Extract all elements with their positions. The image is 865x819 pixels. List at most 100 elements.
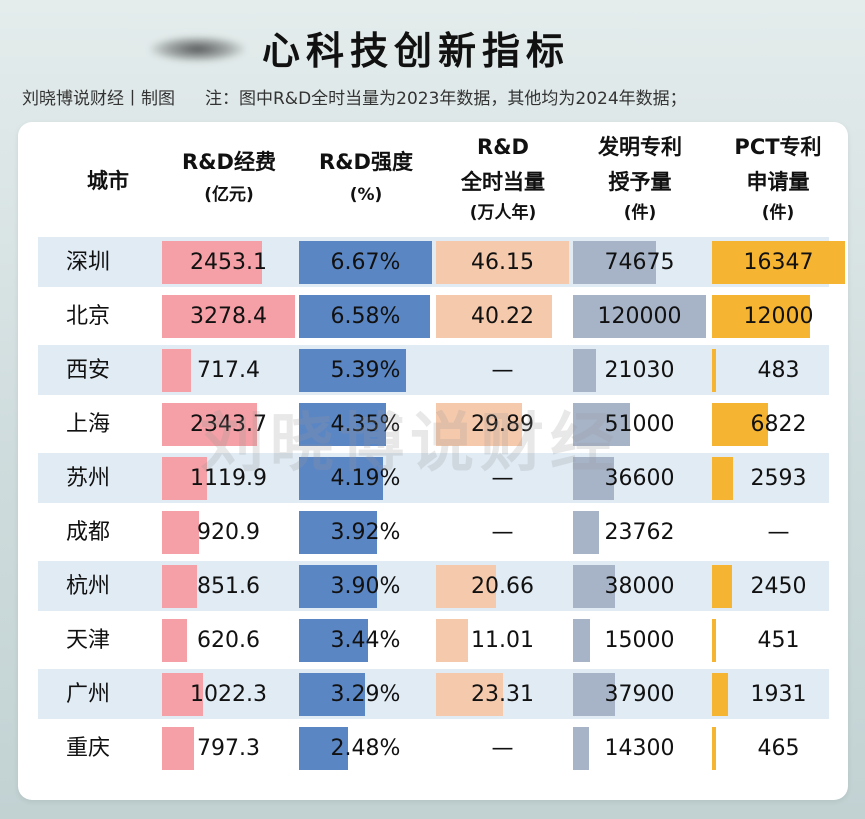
table-row: 广州 1022.3 3.29% 23.31 37900 1931 <box>38 669 829 719</box>
pct-bar <box>712 403 768 446</box>
fte-value: 23.31 <box>471 682 534 707</box>
fte-value: — <box>491 520 514 545</box>
header-col-3-line-2: (万人年) <box>469 203 537 223</box>
rd_intensity-bar <box>299 241 432 284</box>
rd_intensity-cell: 6.58% <box>299 295 432 338</box>
rd_funding-cell: 851.6 <box>162 565 295 608</box>
pct-value: 2593 <box>750 466 807 491</box>
patents-bar <box>573 295 706 338</box>
rd_funding-bar <box>162 727 195 770</box>
pct-bar <box>712 241 845 284</box>
fte-cell: 23.31 <box>436 673 569 716</box>
rd_funding-bar <box>162 619 188 662</box>
fte-cell: 40.22 <box>436 295 569 338</box>
rd_intensity-cell: 3.29% <box>299 673 432 716</box>
blurred-title-prefix <box>150 36 245 62</box>
patents-cell: 120000 <box>573 295 706 338</box>
fte-value: 20.66 <box>471 574 534 599</box>
rd_funding-value: 1119.9 <box>190 466 267 491</box>
header-col-4-line-1: 授予量 <box>608 170 672 194</box>
rd_funding-bar <box>162 241 262 284</box>
rd_funding-bar <box>162 673 204 716</box>
rd_funding-value: 620.6 <box>197 628 260 653</box>
rd_funding-cell: 620.6 <box>162 619 295 662</box>
fte-value: 46.15 <box>471 250 534 275</box>
rd_funding-bar <box>162 511 200 554</box>
title-area: 心科技创新指标 <box>0 14 865 74</box>
pct-value: 451 <box>757 628 800 653</box>
rd_funding-bar <box>162 349 192 392</box>
header-col-5-line-2: (件) <box>761 203 795 223</box>
fte-value: — <box>491 466 514 491</box>
patents-value: 51000 <box>604 412 675 437</box>
data-table-card: 城市 R&D经费 (亿元) R&D强度 (%) R&D 全时当量 (万人年) 发明专利 授予量 (件… <box>18 122 848 800</box>
fte-value: — <box>491 358 514 383</box>
fte-bar <box>436 619 468 662</box>
pct-cell: 2450 <box>712 565 845 608</box>
rd_funding-value: 2343.7 <box>190 412 267 437</box>
patents-bar <box>573 403 630 446</box>
patents-cell: 38000 <box>573 565 706 608</box>
pct-bar <box>712 565 732 608</box>
pct-bar <box>712 673 728 716</box>
table-row: 深圳 2453.1 6.67% 46.15 74675 16347 <box>38 237 845 287</box>
rd_funding-cell: 797.3 <box>162 727 295 770</box>
rd_intensity-bar <box>299 403 386 446</box>
pct-bar <box>712 457 734 500</box>
rd_intensity-bar <box>299 565 377 608</box>
fte-cell: — <box>436 727 569 770</box>
rd_funding-cell: 1119.9 <box>162 457 295 500</box>
patents-value: 21030 <box>604 358 675 383</box>
rd_funding-value: 851.6 <box>197 574 260 599</box>
patents-cell: 74675 <box>573 241 706 284</box>
rd_intensity-value: 2.48% <box>330 736 401 761</box>
patents-bar <box>573 673 615 716</box>
rd_intensity-value: 6.58% <box>330 304 401 329</box>
fte-bar <box>436 673 504 716</box>
rd_intensity-value: 4.35% <box>330 412 401 437</box>
pct-value: 6822 <box>750 412 807 437</box>
rd_funding-cell: 717.4 <box>162 349 295 392</box>
rd_funding-value: 797.3 <box>197 736 260 761</box>
table-row: 杭州 851.6 3.90% 20.66 38000 2450 <box>38 561 829 611</box>
credit-text: 刘晓博说财经丨制图 <box>22 89 175 109</box>
pct-value: — <box>767 520 790 545</box>
patents-cell: 51000 <box>573 403 706 446</box>
rd_funding-value: 2453.1 <box>190 250 267 275</box>
pct-cell: 1931 <box>712 673 845 716</box>
rd_intensity-cell: 4.35% <box>299 403 432 446</box>
rd_intensity-cell: 4.19% <box>299 457 432 500</box>
rd_funding-value: 717.4 <box>197 358 260 383</box>
header-col-0-line-0: 城市 <box>87 169 129 193</box>
patents-cell: 21030 <box>573 349 706 392</box>
patents-bar <box>573 457 614 500</box>
header-col-1-line-1: (亿元) <box>204 185 254 205</box>
fte-cell: 29.89 <box>436 403 569 446</box>
patents-cell: 37900 <box>573 673 706 716</box>
rd_funding-value: 3278.4 <box>190 304 267 329</box>
rd_funding-bar <box>162 565 197 608</box>
subtitle-line: 刘晓博说财经丨制图 注：图中R&D全时当量为2023年数据，其他均为2024年数据… <box>22 84 687 109</box>
fte-cell: 11.01 <box>436 619 569 662</box>
table-row: 苏州 1119.9 4.19% — 36600 2593 <box>38 453 829 503</box>
rd_funding-value: 920.9 <box>197 520 260 545</box>
page-title: 心科技创新指标 <box>262 29 571 73</box>
header-col-1-line-0: R&D经费 <box>182 150 276 174</box>
rd_funding-bar <box>162 403 258 446</box>
header-col-3-line-0: R&D <box>477 135 529 159</box>
rd_intensity-bar <box>299 727 349 770</box>
rd_intensity-bar <box>299 511 378 554</box>
city-label: 北京 <box>65 304 110 329</box>
patents-cell: 15000 <box>573 619 706 662</box>
pct-bar <box>712 619 716 662</box>
header-col-2-line-0: R&D强度 <box>319 150 413 174</box>
fte-bar <box>436 403 523 446</box>
fte-value: 11.01 <box>471 628 534 653</box>
patents-cell: 14300 <box>573 727 706 770</box>
rd_intensity-bar <box>299 349 407 392</box>
city-label: 杭州 <box>65 574 110 599</box>
fte-value: 40.22 <box>471 304 534 329</box>
rd_intensity-value: 6.67% <box>330 250 401 275</box>
pct-bar <box>712 295 810 338</box>
pct-value: 12000 <box>743 304 814 329</box>
